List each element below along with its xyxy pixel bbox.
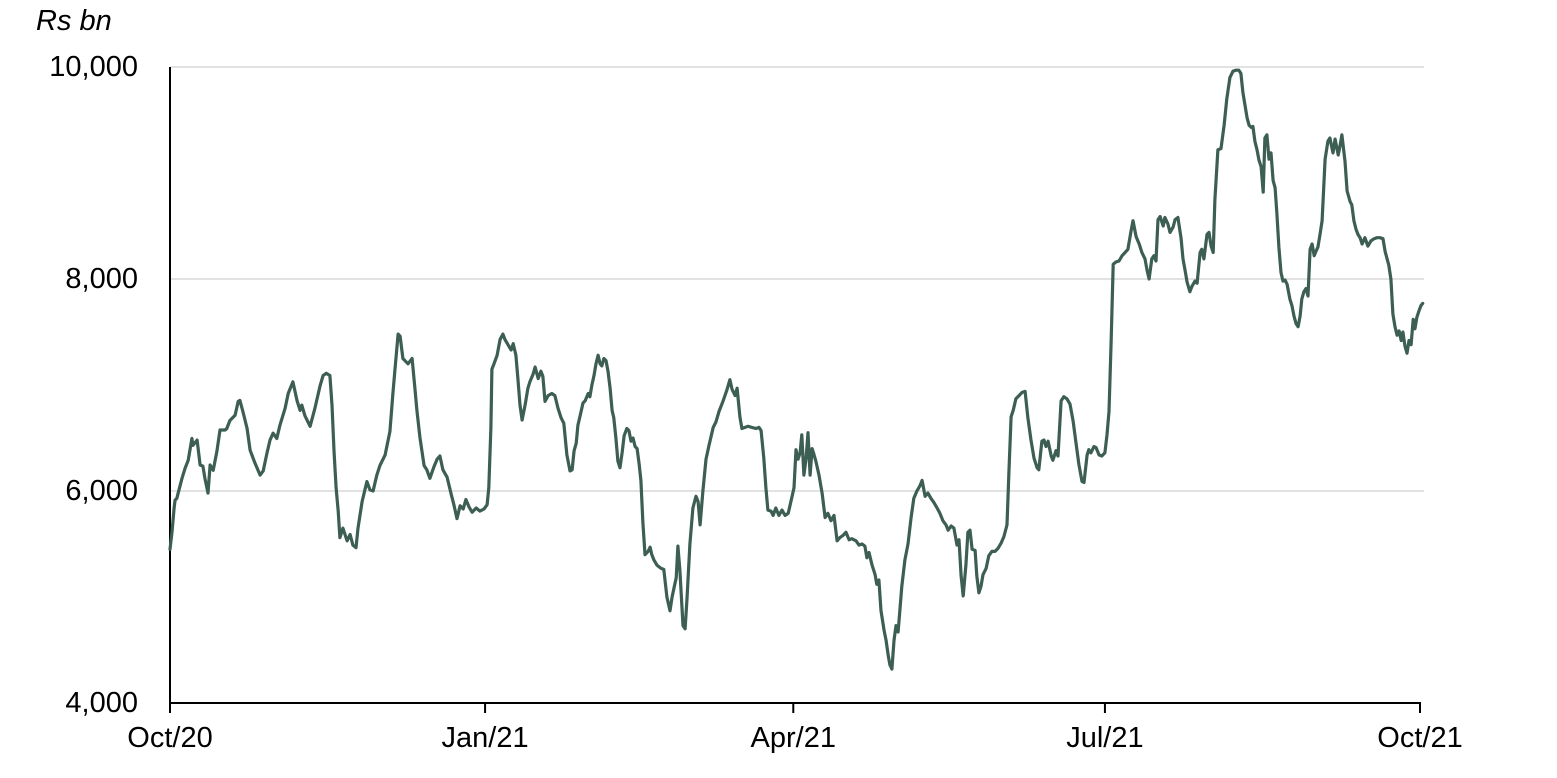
x-tick-label: Jan/21 [441, 722, 529, 754]
y-tick-label: 8,000 [65, 263, 138, 295]
x-tick-label: Apr/21 [750, 722, 836, 754]
y-axis-title: Rs bn [36, 5, 112, 37]
data-line-series [168, 68, 1425, 671]
y-tick-label: 4,000 [65, 687, 138, 719]
y-tick-label: 10,000 [49, 51, 138, 83]
x-tick-label: Oct/20 [127, 722, 213, 754]
y-tick-label: 6,000 [65, 475, 138, 507]
x-tick-label: Jul/21 [1066, 722, 1144, 754]
x-tick-label: Oct/21 [1377, 722, 1463, 754]
